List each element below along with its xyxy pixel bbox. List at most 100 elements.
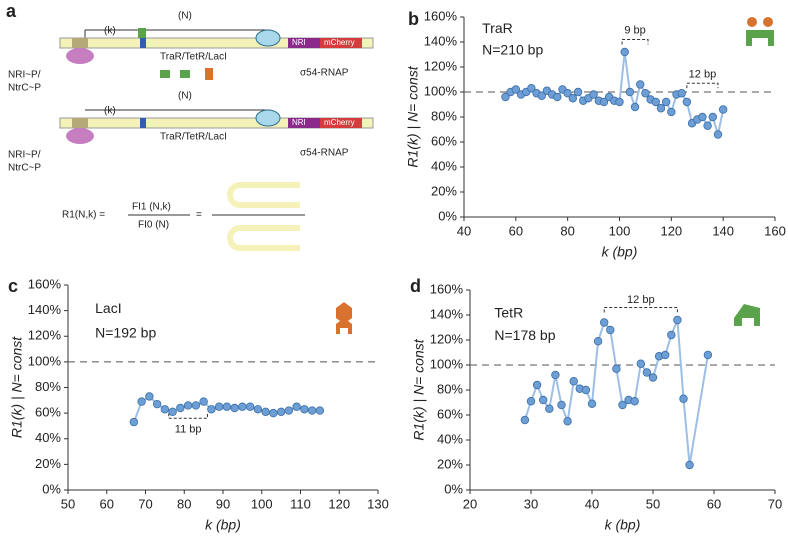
data-point <box>230 403 239 413</box>
data-point <box>315 406 325 415</box>
y-tick-label: 120% <box>424 58 458 73</box>
data-point <box>569 377 578 386</box>
x-tick-label: 60 <box>100 496 114 511</box>
bracket <box>621 39 649 45</box>
rnap-label: σ54-RNAP <box>300 148 349 159</box>
plasmid <box>227 182 300 208</box>
bracket <box>686 82 719 89</box>
gene-label: mCherry <box>324 118 355 127</box>
construct-1: (N) (k) NRI mCherry TraR/TetR/LacI NRI~P… <box>8 11 374 94</box>
repressor-label: TraR/TetR/LacI <box>160 132 227 143</box>
gene <box>288 38 320 48</box>
data-point <box>587 399 597 408</box>
formula-den: FI0 (N) <box>138 220 169 231</box>
data-point <box>532 380 542 390</box>
data-point <box>625 87 635 97</box>
annotation: 12 bp <box>627 294 655 306</box>
data-point <box>511 85 521 94</box>
data-point <box>661 97 671 107</box>
data-point <box>612 364 621 373</box>
panel-label: b <box>408 9 419 29</box>
gene-label: NRI <box>292 118 306 127</box>
tetr-icon <box>734 304 760 326</box>
y-tick-label: 0% <box>438 208 457 223</box>
data-point <box>269 408 278 418</box>
gene <box>320 118 362 128</box>
activator <box>66 48 94 64</box>
data-point <box>520 415 530 425</box>
y-tick-label: 160% <box>28 276 62 291</box>
data-point <box>718 105 728 114</box>
trar-icon <box>763 17 773 27</box>
y-tick-label: 160% <box>424 8 458 23</box>
y-tick-label: 100% <box>28 353 62 368</box>
data-point <box>568 94 578 103</box>
y-tick-label: 160% <box>430 281 464 296</box>
bracket <box>603 307 678 313</box>
y-tick-label: 140% <box>430 306 464 321</box>
annotation: 11 bp <box>175 424 202 436</box>
panel-a: a (N) (k) NRI mCherry TraR/TetR/LacI NRI… <box>6 1 374 251</box>
x-tick-label: 120 <box>328 496 350 511</box>
x-tick-label: 70 <box>768 496 782 511</box>
data-point <box>214 402 224 411</box>
data-point <box>630 397 639 406</box>
x-axis-label: k (bp) <box>602 244 638 260</box>
y-axis-label: R1(k) | N= const <box>411 338 427 440</box>
x-tick-label: 80 <box>560 223 574 238</box>
data-point <box>713 130 723 139</box>
data-point <box>600 318 609 327</box>
repressor-icon <box>205 68 213 80</box>
formula: R1(N,k) = FI1 (N,k) FI0 (N) = <box>62 182 305 251</box>
rnap <box>255 29 281 47</box>
formula-num: FI1 (N,k) <box>132 202 171 213</box>
data-point <box>245 402 255 411</box>
y-tick-label: 140% <box>28 302 62 317</box>
data-point <box>636 359 645 368</box>
y-axis-label: R1(k) | N= const <box>9 336 25 438</box>
data-point <box>682 97 692 107</box>
panel-label: c <box>8 276 18 296</box>
data-point <box>673 315 682 325</box>
x-axis-label: k (bp) <box>205 517 241 533</box>
data-point <box>698 112 707 122</box>
x-tick-label: 30 <box>524 496 538 511</box>
data-point <box>618 400 627 410</box>
data-point <box>667 107 676 117</box>
formula-eq: = <box>196 210 202 221</box>
data-point <box>703 121 712 130</box>
data-point <box>679 394 688 403</box>
y-tick-label: 120% <box>430 331 464 346</box>
data-point <box>630 102 640 112</box>
x-tick-label: 70 <box>138 496 152 511</box>
data-point <box>615 97 624 107</box>
data-point <box>636 80 645 89</box>
construct-2: (N) (k) NRI mCherry TraR/TetR/LacI NRI~P… <box>8 91 374 174</box>
k-label: (k) <box>104 106 116 117</box>
plasmid <box>227 225 300 251</box>
y-tick-label: 80% <box>437 381 463 396</box>
y-tick-label: 120% <box>28 328 62 343</box>
rnap <box>255 109 281 127</box>
x-tick-label: 50 <box>646 496 660 511</box>
data-point <box>661 350 670 360</box>
data-point <box>708 112 717 122</box>
data-point <box>284 406 294 415</box>
annotation: N=210 bp <box>482 41 543 57</box>
data-point <box>238 402 247 411</box>
repressor-icon <box>160 70 190 78</box>
data-point <box>168 407 177 417</box>
data-point <box>656 104 666 113</box>
annotation: TraR <box>482 20 513 36</box>
data-point <box>300 405 309 414</box>
gene-label: NRI <box>292 38 306 47</box>
y-tick-label: 60% <box>437 406 463 421</box>
data-point <box>593 337 603 346</box>
annotation: N=178 bp <box>494 327 555 343</box>
data-point <box>176 403 185 413</box>
x-tick-label: 40 <box>585 496 599 511</box>
gene <box>320 38 362 48</box>
y-tick-label: 80% <box>35 379 61 394</box>
data-point <box>539 395 548 405</box>
